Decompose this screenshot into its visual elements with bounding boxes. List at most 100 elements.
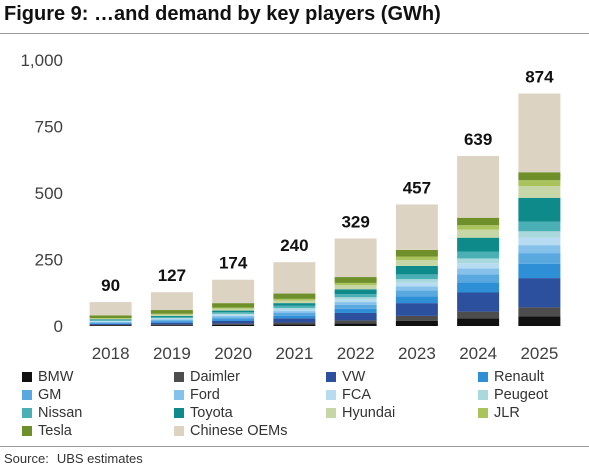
bar-segment	[212, 303, 255, 308]
bar-segment	[395, 320, 438, 326]
legend-swatch	[22, 372, 32, 382]
bar-segment	[457, 217, 500, 226]
total-labels: 90 127 174 240 329 457 639 874	[101, 68, 554, 296]
bar-segment	[457, 274, 500, 283]
bar-segment	[212, 317, 255, 320]
bar-stack-2024	[457, 156, 500, 326]
bar-segment	[212, 314, 255, 316]
bar-segment	[457, 251, 500, 259]
bar-segment	[150, 322, 193, 325]
legend-swatch	[174, 390, 184, 400]
bar-segment	[395, 282, 438, 287]
x-tick-label: 2019	[153, 344, 191, 363]
legend-item: Hyundai	[326, 405, 478, 421]
total-label: 639	[464, 130, 492, 149]
legend-label: JLR	[494, 405, 520, 421]
total-label: 127	[158, 266, 186, 285]
bar-segment	[334, 289, 377, 295]
y-tick-label: 250	[35, 251, 63, 270]
bar-segment	[518, 263, 561, 279]
bar-segment	[457, 292, 500, 312]
bar-segment	[334, 304, 377, 309]
bar-segment	[273, 312, 316, 316]
bar-segment	[89, 318, 132, 320]
total-label: 90	[101, 276, 120, 295]
y-tick-label: 0	[54, 317, 63, 336]
total-label: 329	[341, 212, 369, 231]
bar-segment	[273, 298, 316, 301]
total-label: 174	[219, 254, 248, 273]
bar-segment	[457, 225, 500, 230]
bar-segment	[334, 312, 377, 321]
legend-item: Renault	[478, 369, 588, 385]
bar-segment	[334, 282, 377, 286]
bar-stack-2019	[150, 292, 193, 326]
legend-label: Ford	[190, 387, 220, 403]
legend-label: Toyota	[190, 405, 233, 421]
legend-swatch	[22, 426, 32, 436]
bar-segment	[89, 315, 132, 319]
legend-swatch	[326, 408, 336, 418]
chart-legend: BMW Daimler VW Renault GM Ford FCA Peugeot Nissa…	[22, 369, 582, 439]
title-divider	[0, 33, 589, 34]
legend-item: Chinese OEMs	[174, 423, 326, 439]
bar-segment	[518, 172, 561, 181]
bar-segment	[89, 324, 132, 326]
bar-segment	[150, 321, 193, 323]
y-tick-label: 500	[35, 184, 63, 203]
bar-segment	[334, 320, 377, 324]
bar-segment	[334, 238, 377, 278]
source-note: Source: UBS estimates	[4, 451, 143, 466]
x-tick-label: 2025	[520, 344, 558, 363]
bar-segment	[273, 307, 316, 310]
bar-segment	[273, 305, 316, 308]
bar-segment	[150, 315, 193, 317]
bar-segment	[457, 229, 500, 238]
bar-segment	[334, 308, 377, 313]
bar-segment	[395, 290, 438, 297]
bar-segment	[150, 318, 193, 319]
legend-label: Nissan	[38, 405, 83, 421]
x-tick-label: 2021	[275, 344, 313, 363]
bar-segment	[150, 313, 193, 315]
x-tick-label: 2024	[459, 344, 497, 363]
bar-segment	[89, 321, 132, 323]
source-text: UBS estimates	[56, 451, 143, 466]
bar-segment	[518, 237, 561, 246]
bar-segment	[89, 323, 132, 324]
legend-item: FCA	[326, 387, 478, 403]
legend-label: Daimler	[190, 369, 240, 385]
legend-swatch	[174, 408, 184, 418]
bar-segment	[457, 311, 500, 319]
legend-label: GM	[38, 387, 62, 403]
bar-segment	[273, 315, 316, 319]
legend-swatch	[174, 372, 184, 382]
bar-segment	[89, 322, 132, 324]
bar-segment	[457, 263, 500, 269]
bar-segment	[334, 285, 377, 290]
bar-segment	[457, 156, 500, 218]
bar-segment	[212, 320, 255, 324]
bar-segment	[395, 256, 438, 261]
bar-segment	[150, 318, 193, 320]
bar-segment	[334, 277, 377, 283]
legend-item: VW	[326, 369, 478, 385]
bar-segment	[212, 308, 255, 311]
legend-swatch	[326, 390, 336, 400]
legend-swatch	[326, 372, 336, 382]
bar-segment	[273, 322, 316, 325]
legend-item: Nissan	[22, 405, 174, 421]
bar-stack-2022	[334, 238, 377, 326]
bar-stack-2023	[395, 204, 438, 326]
y-tick-label: 1,000	[20, 51, 63, 70]
y-axis: 0 250 500 750 1,000	[20, 51, 63, 336]
bar-segment	[150, 320, 193, 322]
bar-segment	[395, 296, 438, 304]
legend-item: Toyota	[174, 405, 326, 421]
bar-segment	[89, 319, 132, 321]
bar-segment	[273, 324, 316, 326]
bar-segment	[273, 318, 316, 323]
legend-item: Tesla	[22, 423, 174, 439]
bar-segment	[518, 253, 561, 264]
